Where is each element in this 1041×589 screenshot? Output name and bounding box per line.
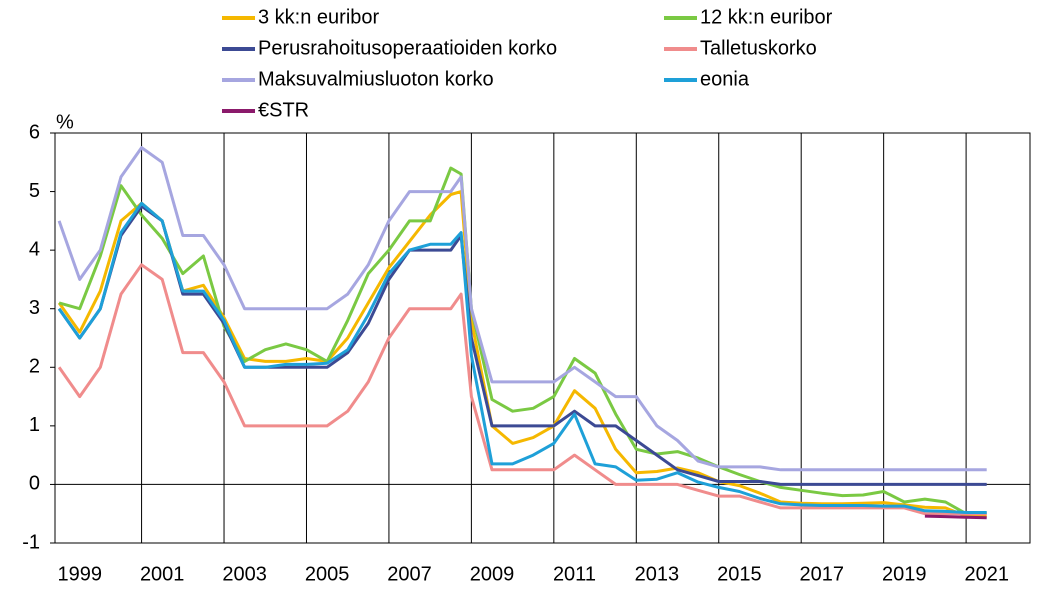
series-line — [57, 263, 987, 516]
x-tick-label: 2015 — [717, 563, 762, 585]
x-tick-label: 2011 — [553, 563, 596, 585]
x-tick-label: 2019 — [882, 563, 927, 585]
y-tick-label: 4 — [29, 238, 40, 260]
plot-frame — [54, 132, 1031, 544]
legend-label: Talletuskorko — [700, 37, 817, 59]
legend-label: Perusrahoitusoperaatioiden korko — [258, 37, 557, 59]
x-tick-label: 2009 — [470, 563, 515, 585]
x-tick-label: 2017 — [800, 563, 845, 585]
y-tick-label: 3 — [29, 297, 40, 319]
series-line — [57, 146, 987, 472]
x-tick-label: 2021 — [964, 563, 1009, 585]
legend-label: Maksuvalmiusluoton korko — [258, 68, 494, 90]
y-axis-label: % — [56, 111, 74, 133]
series-line — [58, 166, 987, 516]
y-tick-label: 0 — [29, 473, 40, 495]
legend-label: eonia — [700, 68, 750, 90]
x-tick-label: 2005 — [305, 563, 350, 585]
x-tick-label: 1999 — [57, 563, 102, 585]
legend-label: €STR — [258, 99, 309, 121]
y-tick-label: 5 — [29, 180, 40, 202]
y-tick-label: -1 — [22, 531, 40, 553]
x-tick-label: 2007 — [387, 563, 432, 585]
x-tick-label: 2003 — [222, 563, 267, 585]
x-tick-label: 2013 — [635, 563, 680, 585]
legend-label: 3 kk:n euribor — [258, 6, 380, 28]
series-line — [57, 204, 987, 486]
series-line — [57, 201, 987, 514]
x-tick-label: 2001 — [140, 563, 185, 585]
legend-label: 12 kk:n euribor — [700, 6, 833, 28]
series-line — [924, 514, 987, 520]
y-tick-label: 2 — [29, 356, 40, 378]
y-tick-label: 1 — [29, 414, 40, 436]
y-tick-label: 6 — [29, 121, 40, 143]
